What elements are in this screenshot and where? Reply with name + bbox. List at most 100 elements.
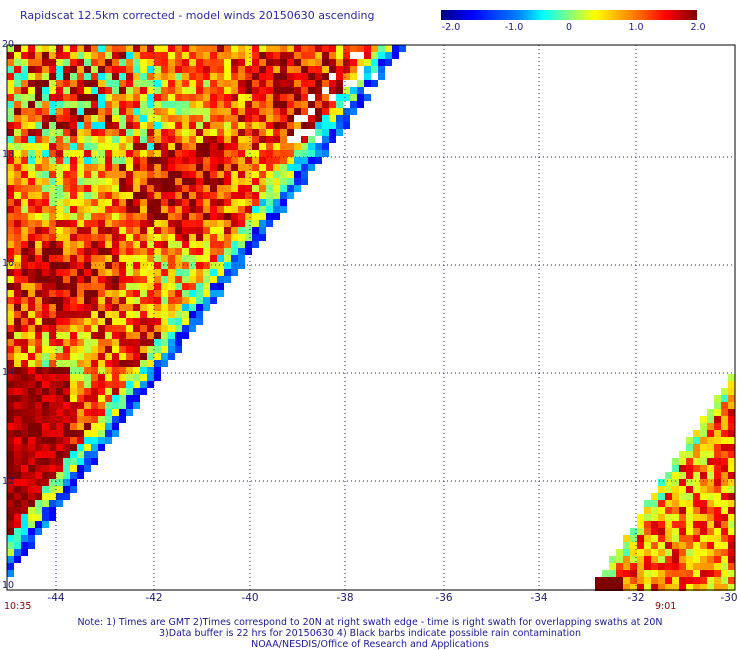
wind-cell [112,381,119,388]
wind-cell [259,178,266,185]
wind-cell [49,150,56,157]
wind-cell [210,185,217,192]
wind-cell [154,80,161,87]
wind-cell [119,234,126,241]
wind-cell [112,59,119,66]
wind-cell [175,80,182,87]
wind-cell [287,115,294,122]
wind-cell [203,122,210,129]
wind-cell [147,206,154,213]
wind-cell [56,227,63,234]
wind-cell [658,521,665,528]
wind-cell [77,206,84,213]
wind-cell [35,94,42,101]
wind-cell [224,45,231,52]
wind-cell [140,136,147,143]
wind-cell [301,143,308,150]
wind-cell [714,465,721,472]
wind-cell [105,430,112,437]
wind-cell [238,101,245,108]
wind-cell [154,185,161,192]
wind-cell [203,150,210,157]
wind-cell [238,262,245,269]
wind-cell [714,416,721,423]
wind-cell [623,570,630,577]
wind-cell [175,52,182,59]
wind-cell [210,94,217,101]
wind-cell [21,451,28,458]
wind-cell [175,206,182,213]
wind-cell [308,143,315,150]
wind-cell [21,416,28,423]
wind-cell [266,150,273,157]
wind-cell [728,458,735,465]
wind-cell [84,325,91,332]
lon-label: -40 [241,592,259,604]
wind-cell [259,157,266,164]
wind-cell [42,108,49,115]
wind-cell [231,192,238,199]
wind-cell [140,185,147,192]
wind-cell [385,52,392,59]
wind-cell [154,213,161,220]
wind-cell [322,59,329,66]
wind-cell [126,73,133,80]
wind-cell [224,227,231,234]
wind-cell [49,276,56,283]
wind-cell [21,514,28,521]
wind-cell [84,437,91,444]
wind-cell [119,115,126,122]
wind-cell [700,472,707,479]
wind-cell [35,381,42,388]
wind-cell [63,451,70,458]
wind-cell [238,220,245,227]
wind-cell [91,437,98,444]
wind-cell [105,290,112,297]
wind-cell [630,570,637,577]
wind-cell [63,115,70,122]
wind-cell [77,325,84,332]
wind-cell [714,570,721,577]
wind-cell [21,318,28,325]
wind-cell [56,248,63,255]
wind-cell [28,304,35,311]
wind-cell [105,199,112,206]
wind-cell [21,262,28,269]
wind-cell [98,416,105,423]
wind-cell [700,563,707,570]
wind-cell [98,220,105,227]
wind-cell [126,192,133,199]
wind-cell [35,87,42,94]
wind-cell [28,157,35,164]
wind-cell [84,52,91,59]
wind-cell [119,353,126,360]
wind-cell [84,255,91,262]
wind-cell [14,451,21,458]
wind-cell [266,143,273,150]
wind-cell [238,73,245,80]
wind-cell [210,59,217,66]
wind-cell [119,360,126,367]
wind-cell [287,122,294,129]
wind-cell [287,45,294,52]
wind-cell [217,171,224,178]
wind-cell [693,584,700,591]
wind-cell [182,87,189,94]
wind-cell [35,458,42,465]
wind-cell [273,199,280,206]
wind-cell [63,472,70,479]
wind-cell [28,101,35,108]
wind-cell [217,45,224,52]
wind-cell [679,500,686,507]
wind-cell [679,584,686,591]
wind-cell [70,178,77,185]
wind-cell [63,108,70,115]
wind-cell [35,206,42,213]
wind-cell [266,59,273,66]
wind-cell [140,311,147,318]
wind-cell [105,325,112,332]
wind-cell [28,458,35,465]
wind-cell [273,206,280,213]
wind-cell [91,122,98,129]
wind-cell [280,164,287,171]
